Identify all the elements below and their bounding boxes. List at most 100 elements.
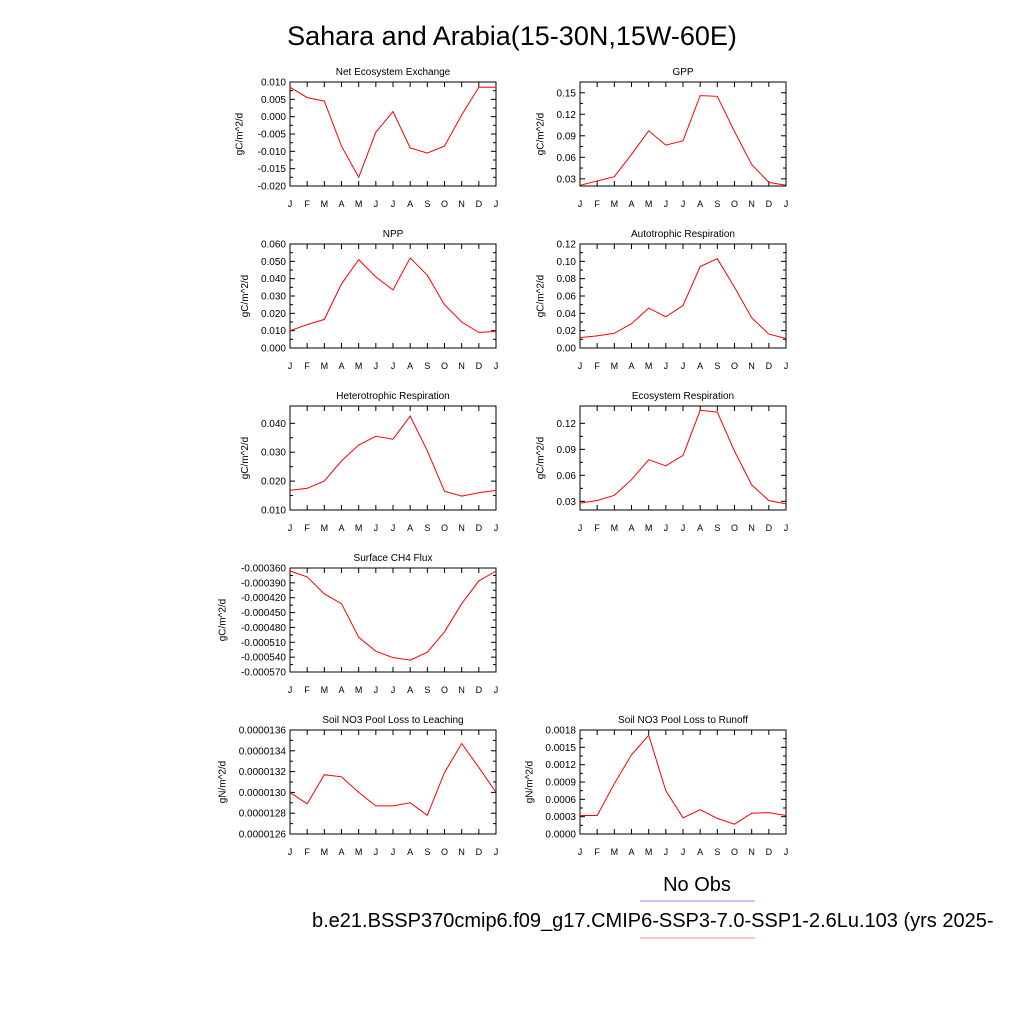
x-tick-label: J	[391, 685, 396, 695]
plot-frame	[289, 405, 497, 511]
x-tick-label: O	[441, 847, 448, 857]
x-tick-label: J	[664, 199, 669, 209]
y-axis-label: gC/m^2/d	[536, 437, 547, 480]
x-tick-label: A	[697, 847, 703, 857]
y-axis-label: gC/m^2/d	[536, 275, 547, 318]
x-tick-label: M	[355, 685, 363, 695]
y-tick-label: -0.000390	[241, 578, 286, 589]
y-tick-label: 0.03	[557, 174, 577, 185]
x-tick-label: F	[304, 361, 310, 371]
x-tick-label: J	[681, 199, 686, 209]
x-tick-label: M	[321, 685, 329, 695]
y-tick-label: 0.02	[557, 326, 577, 337]
y-axis-label: gC/m^2/d	[234, 113, 245, 156]
x-tick-label: S	[424, 847, 430, 857]
y-tick-label: 0.040	[261, 274, 286, 285]
y-tick-label: 0.030	[261, 292, 286, 303]
x-tick-label: J	[391, 199, 396, 209]
y-tick-label: 0.06	[557, 153, 577, 164]
x-tick-label: M	[611, 199, 619, 209]
x-tick-label: J	[288, 847, 293, 857]
y-tick-label: -0.005	[258, 130, 287, 141]
y-tick-label: 0.15	[557, 88, 577, 99]
x-tick-label: J	[494, 523, 499, 533]
y-tick-label: 0.0006	[545, 795, 576, 806]
x-tick-label: A	[407, 361, 413, 371]
x-tick-label: D	[766, 523, 773, 533]
x-tick-label: S	[424, 199, 430, 209]
x-tick-label: J	[681, 523, 686, 533]
x-tick-label: M	[355, 523, 363, 533]
x-tick-label: J	[664, 847, 669, 857]
chart-title: Ecosystem Respiration	[632, 391, 734, 402]
y-tick-label: 0.010	[261, 78, 286, 89]
x-tick-label: F	[594, 847, 600, 857]
x-tick-label: N	[748, 361, 755, 371]
y-tick-label: 0.0000128	[239, 809, 287, 820]
y-tick-label: -0.010	[258, 147, 287, 158]
x-tick-label: F	[304, 685, 310, 695]
y-tick-label: 0.0009	[545, 778, 576, 789]
x-tick-label: M	[645, 199, 653, 209]
y-tick-label: -0.015	[258, 164, 287, 175]
x-tick-label: J	[578, 847, 583, 857]
x-tick-label: J	[391, 523, 396, 533]
x-tick-label: J	[288, 361, 293, 371]
y-tick-label: 0.12	[557, 240, 577, 251]
x-tick-label: S	[714, 199, 720, 209]
y-tick-label: 0.010	[261, 506, 286, 517]
y-tick-label: 0.050	[261, 257, 286, 268]
y-tick-label: -0.000360	[241, 564, 286, 575]
y-tick-label: 0.12	[557, 110, 577, 121]
x-tick-label: N	[458, 199, 465, 209]
x-tick-label: M	[645, 847, 653, 857]
x-tick-label: A	[628, 847, 634, 857]
x-tick-label: J	[578, 199, 583, 209]
x-tick-label: J	[391, 847, 396, 857]
chart-title: Surface CH4 Flux	[354, 553, 433, 564]
y-tick-label: 0.020	[261, 309, 286, 320]
x-tick-label: A	[407, 523, 413, 533]
series-line-1	[579, 95, 787, 186]
x-tick-label: J	[681, 847, 686, 857]
y-tick-label: 0.0000134	[239, 746, 287, 757]
y-tick-label: 0.09	[557, 445, 577, 456]
x-tick-label: N	[458, 361, 465, 371]
x-tick-label: N	[458, 685, 465, 695]
y-tick-label: 0.0000	[545, 830, 576, 841]
x-tick-label: M	[321, 361, 329, 371]
x-tick-label: O	[731, 523, 738, 533]
y-tick-label: 0.005	[261, 95, 286, 106]
x-tick-label: J	[494, 685, 499, 695]
x-tick-label: D	[476, 523, 483, 533]
plot-frame	[289, 729, 497, 835]
series-line-1	[289, 415, 497, 497]
x-tick-label: A	[338, 523, 344, 533]
x-tick-label: O	[441, 685, 448, 695]
x-tick-label: J	[784, 361, 789, 371]
y-tick-label: 0.09	[557, 131, 577, 142]
y-tick-label: 0.060	[261, 240, 286, 251]
x-tick-label: F	[304, 523, 310, 533]
plot-frame	[579, 81, 787, 187]
y-tick-label: 0.0015	[545, 743, 576, 754]
x-tick-label: J	[288, 685, 293, 695]
x-tick-label: A	[338, 361, 344, 371]
x-tick-label: S	[714, 361, 720, 371]
series-line-1	[579, 409, 787, 505]
y-axis-label: gC/m^2/d	[240, 437, 251, 480]
x-tick-label: J	[664, 523, 669, 533]
x-tick-label: J	[578, 361, 583, 371]
chart-title: Net Ecosystem Exchange	[336, 67, 451, 78]
x-tick-label: A	[407, 199, 413, 209]
x-tick-label: J	[494, 199, 499, 209]
plot-frame	[289, 81, 497, 187]
x-tick-label: J	[681, 361, 686, 371]
x-tick-label: A	[628, 361, 634, 371]
y-tick-label: 0.06	[557, 471, 577, 482]
x-tick-label: F	[594, 523, 600, 533]
x-tick-label: N	[458, 847, 465, 857]
